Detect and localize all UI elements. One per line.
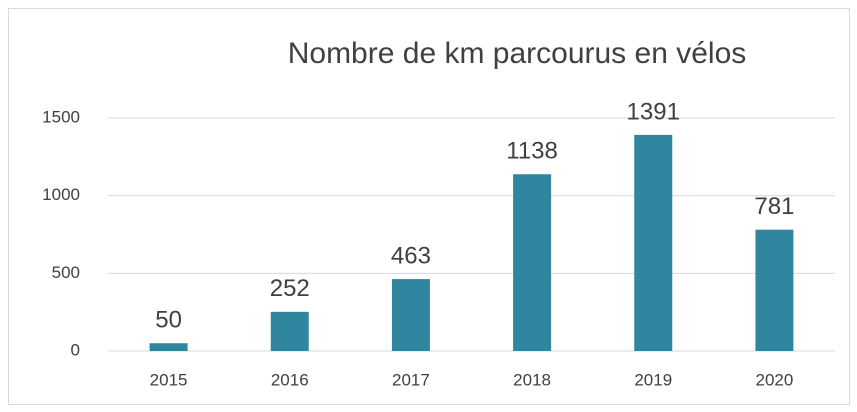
bar	[149, 343, 188, 351]
x-tick-label: 2015	[150, 370, 188, 389]
value-label: 252	[270, 275, 310, 302]
value-label: 50	[155, 307, 182, 334]
x-tick-label: 2016	[271, 370, 309, 389]
chart-title: Nombre de km parcourus en vélos	[288, 37, 747, 70]
value-label: 1138	[506, 138, 558, 165]
y-tick-label: 1500	[42, 107, 80, 126]
bar	[513, 174, 552, 351]
bar	[634, 134, 673, 351]
y-tick-label: 0	[71, 340, 80, 359]
value-label: 463	[391, 242, 431, 269]
x-tick-label: 2017	[392, 370, 430, 389]
x-tick-label: 2019	[634, 370, 672, 389]
bar	[270, 311, 309, 351]
value-label: 781	[754, 193, 794, 220]
x-tick-label: 2020	[756, 370, 794, 389]
x-tick-label: 2018	[513, 370, 551, 389]
bar	[755, 229, 794, 351]
bar	[391, 279, 430, 351]
value-label: 1391	[627, 98, 680, 125]
y-tick-label: 500	[52, 263, 80, 282]
y-tick-label: 1000	[42, 185, 80, 204]
